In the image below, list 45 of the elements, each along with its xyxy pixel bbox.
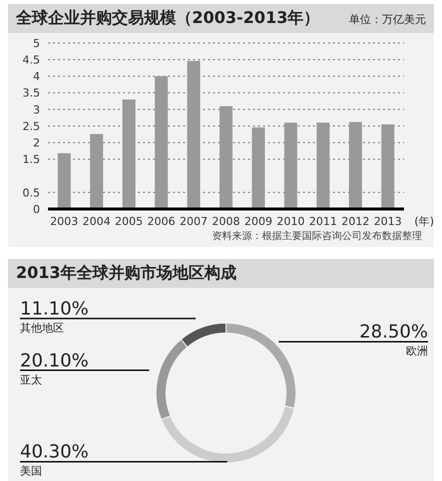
- bar: [122, 99, 136, 209]
- bar: [381, 124, 394, 209]
- text: 资料来源：根据主要国际咨询公司发布数据整理: [211, 230, 423, 244]
- x-tick-label: 2006: [147, 214, 176, 228]
- x-tick-label: 2007: [180, 214, 208, 228]
- bar: [154, 76, 168, 209]
- bar: [316, 122, 330, 209]
- y-tick-label: 2.5: [22, 120, 40, 133]
- x-tick-label: 2004: [82, 214, 111, 228]
- data-label: 40.30%: [20, 442, 89, 463]
- chart-title: 2013年全球并购市场地区构成: [16, 263, 237, 284]
- data-label: 28.50%: [359, 322, 428, 343]
- x-tick-label: 2011: [309, 214, 338, 228]
- bar: [187, 60, 200, 209]
- y-tick-label: 3: [33, 103, 40, 116]
- x-tick-label: 2008: [212, 214, 240, 228]
- y-tick-label: 0.5: [22, 186, 40, 200]
- slice-label: 欧洲: [406, 344, 428, 358]
- x-tick-label: 2009: [244, 214, 272, 228]
- chart-title: 全球企业并购交易规模（2003-2013年）: [16, 8, 320, 29]
- y-tick-label: 4.5: [22, 54, 40, 67]
- slice-label: 美国: [20, 464, 42, 478]
- slice-label: 其他地区: [20, 321, 64, 334]
- x-tick-label: 2012: [341, 214, 370, 228]
- y-tick-label: 0: [33, 202, 40, 216]
- y-tick-label: 5: [33, 36, 40, 50]
- chart-subtitle: 单位：万亿美元: [349, 12, 426, 27]
- bar: [220, 106, 233, 209]
- x-tick-label: 2013: [374, 214, 402, 228]
- bar: [252, 127, 265, 209]
- x-tick-label: 2010: [276, 214, 305, 228]
- bar: [58, 153, 71, 209]
- y-tick-label: 1.5: [22, 153, 40, 166]
- slice-label: 亚太: [20, 373, 42, 386]
- bar: [90, 134, 104, 209]
- data-label: 11.10%: [20, 298, 89, 320]
- y-tick-label: 3.5: [22, 86, 40, 100]
- data-label: 20.10%: [20, 350, 89, 372]
- y-tick-label: 2: [33, 136, 40, 150]
- bar: [348, 122, 362, 209]
- x-tick-label: 2003: [50, 214, 78, 228]
- x-axis-title: (年): [414, 214, 434, 229]
- bar: [284, 122, 298, 209]
- x-tick-label: 2005: [114, 214, 143, 228]
- y-tick-label: 4: [33, 70, 40, 84]
